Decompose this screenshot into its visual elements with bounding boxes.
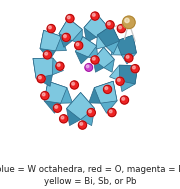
Circle shape <box>116 77 124 85</box>
Circle shape <box>91 12 99 20</box>
Polygon shape <box>97 25 119 47</box>
Circle shape <box>92 57 95 60</box>
Circle shape <box>131 65 139 73</box>
Circle shape <box>123 16 135 29</box>
Circle shape <box>103 85 112 93</box>
Circle shape <box>89 110 91 113</box>
Circle shape <box>120 96 129 104</box>
Polygon shape <box>96 25 112 49</box>
Polygon shape <box>83 37 98 59</box>
Circle shape <box>75 41 83 50</box>
Circle shape <box>91 56 99 64</box>
Circle shape <box>72 82 75 85</box>
Circle shape <box>62 33 70 41</box>
Circle shape <box>39 76 41 79</box>
Circle shape <box>125 18 129 23</box>
Polygon shape <box>104 47 114 72</box>
Circle shape <box>132 66 135 69</box>
Circle shape <box>107 22 110 25</box>
Circle shape <box>108 108 116 117</box>
Circle shape <box>64 35 66 38</box>
Polygon shape <box>106 25 119 54</box>
Polygon shape <box>119 65 138 84</box>
Circle shape <box>85 64 93 71</box>
Polygon shape <box>48 81 73 103</box>
Circle shape <box>76 43 79 46</box>
Circle shape <box>47 25 55 33</box>
Circle shape <box>67 16 70 19</box>
Circle shape <box>43 51 51 59</box>
Polygon shape <box>122 35 136 64</box>
Circle shape <box>37 75 45 83</box>
Polygon shape <box>33 58 52 86</box>
Polygon shape <box>93 47 104 72</box>
Polygon shape <box>67 92 95 120</box>
Polygon shape <box>44 81 61 113</box>
Circle shape <box>49 26 51 29</box>
Text: blue = W octahedra, red = O, magenta = P: blue = W octahedra, red = O, magenta = P <box>0 165 180 174</box>
Polygon shape <box>109 65 138 81</box>
Circle shape <box>106 21 114 29</box>
Circle shape <box>86 65 89 68</box>
Circle shape <box>122 97 125 100</box>
Circle shape <box>56 62 64 70</box>
Polygon shape <box>59 18 82 41</box>
Polygon shape <box>33 58 53 78</box>
Circle shape <box>57 64 60 66</box>
Polygon shape <box>67 92 81 125</box>
Polygon shape <box>44 30 66 51</box>
Text: yellow = Bi, Sb, or Pb: yellow = Bi, Sb, or Pb <box>44 177 136 186</box>
Circle shape <box>125 54 133 62</box>
Polygon shape <box>89 81 113 103</box>
Circle shape <box>117 79 120 81</box>
Polygon shape <box>75 37 97 57</box>
Circle shape <box>117 25 125 33</box>
Circle shape <box>42 93 45 96</box>
Polygon shape <box>84 14 96 43</box>
Circle shape <box>78 121 87 129</box>
Circle shape <box>80 122 83 125</box>
Polygon shape <box>59 18 72 47</box>
Polygon shape <box>75 37 88 64</box>
Circle shape <box>45 52 48 55</box>
Circle shape <box>61 116 64 119</box>
Circle shape <box>87 108 95 117</box>
Polygon shape <box>84 14 109 37</box>
Circle shape <box>66 15 74 23</box>
Circle shape <box>109 110 112 113</box>
Circle shape <box>53 104 62 112</box>
Circle shape <box>92 13 95 16</box>
Circle shape <box>125 18 129 23</box>
Circle shape <box>55 105 58 108</box>
Polygon shape <box>93 47 114 68</box>
Polygon shape <box>120 66 138 91</box>
Circle shape <box>70 81 78 89</box>
Polygon shape <box>33 58 63 75</box>
Polygon shape <box>94 81 117 103</box>
Polygon shape <box>40 30 61 51</box>
Circle shape <box>126 55 129 58</box>
Polygon shape <box>116 35 136 55</box>
Polygon shape <box>96 14 109 43</box>
Polygon shape <box>100 81 117 113</box>
Polygon shape <box>40 30 55 60</box>
Polygon shape <box>81 92 95 125</box>
Polygon shape <box>44 81 67 103</box>
Circle shape <box>119 26 122 29</box>
Circle shape <box>41 92 49 100</box>
Polygon shape <box>111 35 133 55</box>
Polygon shape <box>68 18 82 44</box>
Circle shape <box>105 87 108 90</box>
Circle shape <box>60 115 68 123</box>
